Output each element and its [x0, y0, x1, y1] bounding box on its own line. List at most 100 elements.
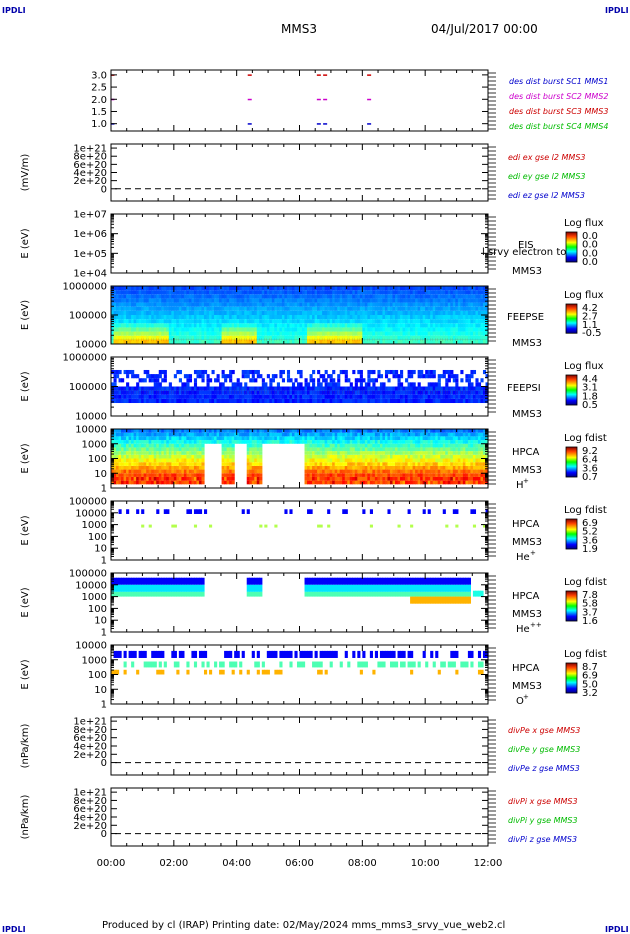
- heatmap-cell: [405, 319, 409, 324]
- heatmap-cell: [317, 310, 321, 315]
- heatmap-cell: [128, 476, 132, 481]
- heatmap-cell: [178, 440, 182, 444]
- colorbar-tick-label: 2.7: [582, 311, 598, 322]
- heatmap-cell: [166, 335, 170, 340]
- heatmap-cell: [239, 331, 243, 336]
- heatmap-cell: [395, 302, 399, 307]
- heatmap-cell: [163, 454, 167, 459]
- heatmap-cell: [470, 298, 474, 303]
- heatmap-cell: [339, 294, 343, 299]
- heatmap-cell: [450, 302, 454, 307]
- heatmap-cell: [322, 302, 326, 307]
- heatmap-cell: [299, 369, 303, 375]
- heatmap-cell: [116, 462, 120, 466]
- heatmap-cell: [332, 327, 336, 332]
- heatmap-cell: [151, 394, 155, 399]
- heatmap-cell: [111, 315, 115, 320]
- heatmap-cell: [178, 469, 182, 474]
- heatmap-cell: [359, 382, 363, 387]
- heatmap-cell: [168, 386, 172, 391]
- heatmap-cell: [173, 454, 177, 459]
- heatmap-cell: [259, 476, 263, 481]
- heatmap-cell: [312, 302, 316, 307]
- heatmap-cell: [264, 386, 268, 391]
- heatmap-cell: [304, 398, 308, 404]
- heatmap-cell: [445, 386, 449, 391]
- heatmap-cell: [317, 315, 321, 320]
- heatmap-cell: [209, 440, 213, 444]
- heatmap-cell: [249, 440, 253, 444]
- heatmap-cell: [178, 398, 182, 404]
- heatmap-cell: [141, 306, 145, 311]
- heatmap-cell: [211, 327, 215, 332]
- heatmap-cell: [176, 398, 180, 404]
- heatmap-cell: [158, 443, 162, 448]
- heatmap-cell: [271, 390, 275, 395]
- heatmap-cell: [435, 327, 439, 332]
- heatmap-cell: [344, 294, 348, 299]
- heatmap-cell: [420, 290, 424, 295]
- heatmap-cell: [141, 398, 145, 404]
- heatmap-cell: [452, 386, 456, 391]
- heatmap-cell: [294, 294, 298, 299]
- heatmap-cell: [384, 294, 389, 299]
- heatmap-cell: [462, 315, 466, 320]
- heatmap-cell: [178, 319, 182, 324]
- heatmap-cell: [367, 315, 371, 320]
- heatmap-cell: [294, 286, 298, 291]
- heatmap-cell: [367, 306, 371, 311]
- heatmap-cell: [472, 327, 477, 332]
- heatmap-cell: [397, 386, 401, 391]
- heatmap-cell: [148, 306, 152, 311]
- heatmap-cell: [251, 473, 255, 477]
- heatmap-cell: [276, 335, 280, 340]
- heatmap-cell: [420, 398, 424, 404]
- heatmap-cell: [432, 319, 436, 324]
- heatmap-cell: [146, 469, 150, 474]
- heatmap-cell: [241, 436, 245, 441]
- heatmap-cell: [327, 286, 331, 291]
- heatmap-cell: [176, 451, 180, 455]
- heatmap-cell: [417, 290, 421, 295]
- heatmap-cell: [324, 440, 328, 444]
- heatmap-cell: [123, 469, 127, 474]
- heatmap-cell: [294, 315, 298, 320]
- heatmap-cell: [191, 465, 195, 470]
- heatmap-cell: [251, 374, 255, 379]
- heatmap-cell: [143, 432, 147, 437]
- heatmap-cell: [126, 294, 130, 299]
- y-tick-label: 1e+21: [73, 144, 107, 155]
- heatmap-cell: [286, 331, 291, 336]
- heatmap-cell: [221, 386, 225, 391]
- heatmap-cell: [312, 306, 316, 311]
- heatmap-cell: [118, 306, 122, 311]
- heatmap-cell: [452, 327, 456, 332]
- heatmap-cell: [402, 339, 406, 344]
- heatmap-cell: [467, 319, 472, 324]
- heatmap-cell: [264, 310, 268, 315]
- heatmap-cell: [294, 327, 298, 332]
- heatmap-cell: [153, 476, 157, 481]
- heatmap-cell: [430, 286, 434, 291]
- heatmap-cell: [246, 447, 250, 452]
- heatmap-cell: [158, 398, 162, 404]
- heatmap-cell: [450, 327, 454, 332]
- heatmap-cell: [334, 331, 338, 336]
- heatmap-cell: [352, 315, 356, 320]
- heatmap-cell: [123, 443, 127, 448]
- heatmap-cell: [410, 335, 414, 340]
- heatmap-cell: [224, 480, 228, 485]
- heatmap-cell: [231, 315, 235, 320]
- heatmap-cell: [138, 465, 142, 470]
- heatmap-cell: [317, 432, 321, 437]
- heatmap-cell: [136, 319, 140, 324]
- heatmap-cell: [266, 394, 270, 399]
- heatmap-cell: [372, 290, 376, 295]
- heatmap-cell: [133, 454, 137, 459]
- heatmap-cell: [209, 286, 213, 291]
- heatmap-cell: [472, 390, 477, 395]
- heatmap-cell: [382, 290, 386, 295]
- heatmap-cell: [480, 378, 484, 383]
- heatmap-cell: [395, 394, 399, 399]
- heatmap-cell: [201, 390, 205, 395]
